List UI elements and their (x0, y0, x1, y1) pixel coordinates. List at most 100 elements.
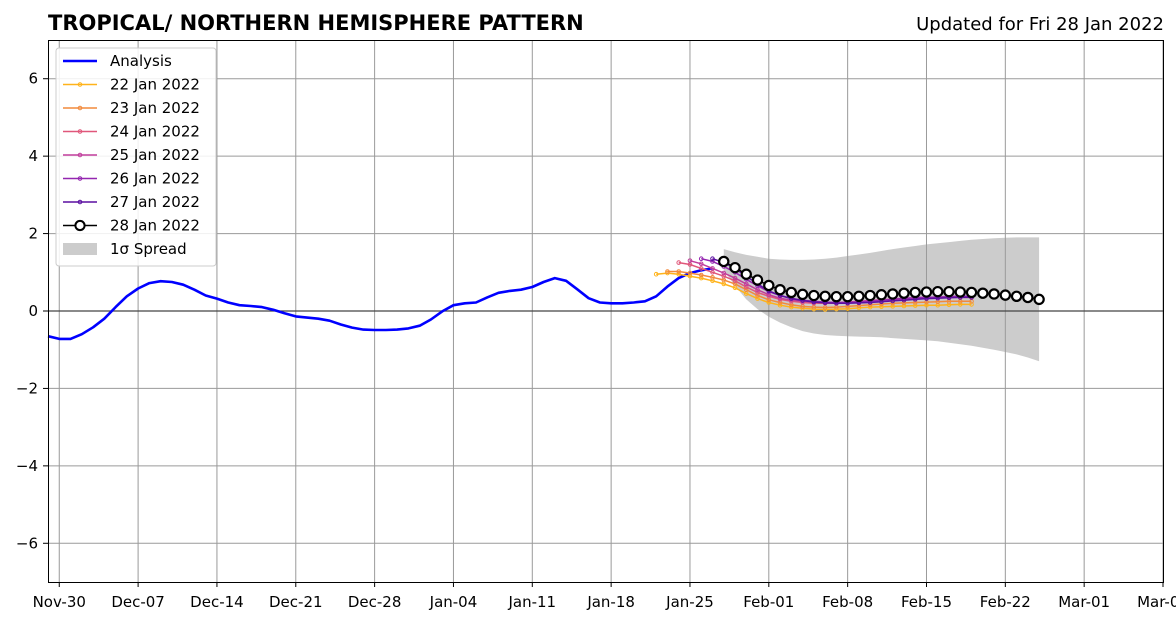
current-forecast-point (819, 290, 831, 302)
current-forecast-point (808, 289, 820, 302)
current-forecast-point (864, 289, 876, 302)
x-tick-label: Jan-11 (507, 593, 556, 611)
legend-item: 23 Jan 2022 (63, 99, 200, 117)
legend-item: 26 Jan 2022 (63, 170, 200, 188)
forecast-point (653, 271, 659, 277)
y-tick-label: 0 (28, 302, 38, 320)
current-forecast-point (763, 279, 775, 292)
current-forecast-point (729, 261, 741, 274)
forecast-point (665, 269, 670, 274)
legend-label: 28 Jan 2022 (110, 217, 200, 235)
forecast-point (822, 305, 828, 310)
forecast-point (721, 270, 727, 276)
current-forecast-point (954, 286, 966, 298)
current-forecast-point (977, 287, 989, 299)
legend-marker (74, 219, 86, 232)
current-forecast-point (718, 255, 730, 268)
forecast-point (687, 258, 693, 263)
forecast-point (755, 296, 760, 301)
legend-item: 22 Jan 2022 (63, 76, 200, 94)
legend-item: 25 Jan 2022 (63, 146, 200, 164)
legend-marker (77, 152, 83, 158)
legend-label: 1σ Spread (110, 240, 187, 258)
forecast-point (879, 304, 884, 310)
forecast-point (698, 266, 704, 271)
forecast-point (924, 302, 929, 308)
forecast-point (721, 273, 727, 279)
x-tick-label: Feb-22 (980, 593, 1031, 611)
legend-label: 23 Jan 2022 (110, 99, 200, 117)
y-tick-label: 2 (28, 225, 38, 243)
forecast-point (890, 304, 895, 309)
current-forecast-point (1010, 290, 1023, 302)
forecast-point (698, 272, 704, 278)
current-forecast-point (999, 289, 1012, 301)
forecast-point (676, 269, 682, 274)
forecast-point (777, 295, 783, 301)
current-forecast-point (751, 274, 764, 286)
legend-item: 28 Jan 2022 (63, 217, 200, 235)
x-tick-label: Feb-01 (743, 593, 794, 611)
y-tick-label: 4 (28, 147, 38, 165)
legend-label: 26 Jan 2022 (110, 170, 200, 188)
forecast-point (732, 278, 738, 284)
current-forecast-point (965, 286, 978, 299)
forecast-point (957, 302, 963, 307)
current-forecast-point (830, 290, 843, 303)
current-forecast-point (898, 287, 910, 299)
current-forecast-point (920, 286, 933, 298)
forecast-point (743, 284, 749, 290)
forecast-point (777, 300, 783, 305)
legend-box (55, 47, 217, 267)
current-forecast-point (774, 284, 786, 296)
chart-title: TROPICAL/ NORTHERN HEMISPHERE PATTERN (48, 11, 584, 35)
current-forecast-point (785, 286, 798, 299)
forecast-point (687, 273, 693, 279)
y-tick-label: 6 (28, 70, 38, 88)
current-forecast-point (988, 288, 1000, 300)
legend-label: 22 Jan 2022 (110, 76, 200, 94)
y-tick-label: −4 (16, 457, 38, 475)
forecast-point (912, 303, 918, 308)
forecast-point (698, 275, 704, 281)
legend-item: 1σ Spread (63, 240, 187, 258)
series-analysis (47, 267, 713, 341)
forecast-point (698, 256, 704, 262)
legend-swatch (63, 243, 97, 255)
x-tick-label: Dec-21 (269, 593, 323, 611)
current-forecast-point (886, 288, 899, 300)
forecast-point (777, 302, 783, 308)
forecast-point (710, 275, 715, 280)
y-tick-label: −6 (16, 534, 38, 552)
x-tick-label: Jan-25 (665, 593, 714, 611)
x-tick-label: Nov-30 (33, 593, 86, 611)
forecast-point (732, 275, 738, 281)
chart-subtitle: Updated for Fri 28 Jan 2022 (916, 14, 1164, 35)
x-tick-label: Dec-28 (348, 593, 402, 611)
legend-item: 24 Jan 2022 (63, 123, 200, 141)
forecast-point (710, 266, 715, 271)
current-forecast-point (740, 268, 752, 280)
current-forecast-point (1022, 291, 1034, 304)
forecast-point (743, 287, 749, 293)
x-tick-label: Jan-04 (429, 593, 478, 611)
legend-label: 25 Jan 2022 (110, 146, 200, 164)
plot-frame (48, 40, 1164, 583)
current-forecast-point (943, 285, 955, 298)
legend-label: Analysis (110, 52, 172, 70)
forecast-point (698, 261, 704, 267)
forecast-point (710, 259, 715, 264)
x-tick-label: Feb-15 (901, 593, 952, 611)
current-forecast-point (796, 288, 809, 301)
forecast-point (676, 271, 682, 277)
legend-marker (77, 176, 83, 181)
forecast-point (901, 303, 907, 309)
legend-item: 27 Jan 2022 (63, 193, 200, 211)
legend-marker (77, 129, 83, 134)
forecast-point (766, 300, 772, 305)
legend-item: Analysis (63, 52, 172, 70)
current-forecast-point (853, 290, 865, 302)
x-tick-label: Dec-14 (190, 593, 244, 611)
y-tick-label: −2 (16, 379, 38, 397)
